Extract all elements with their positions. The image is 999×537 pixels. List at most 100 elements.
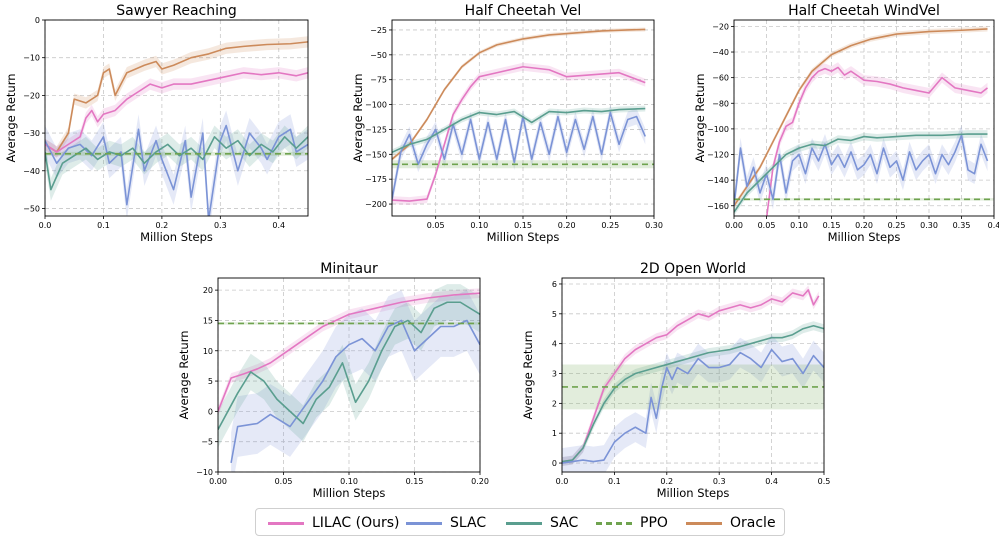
panel-half-cheetah-windvel: 0.00 0.05 0.10 0.15 0.20 0.25 0.30 0.35 0.4 −20 −4… [693,3,999,244]
series-line-oracle [45,41,308,153]
band-oracle [392,27,646,162]
legend-label-lilac: LILAC (Ours) [312,515,400,531]
y-tick-label: 15 [203,316,213,325]
x-tick-label: 0.30 [645,221,663,230]
y-tick-label: −5 [201,438,213,447]
axes-frame [44,19,309,217]
x-tick-label: 0.3 [214,221,227,230]
x-tick-label: 0.10 [790,221,808,230]
y-tick-label: −125 [365,125,387,134]
panel-sawyer-reaching: 0.0 0.1 0.2 0.3 0.4 0 −10 −20 −30 −40 −50 Sawyer Re… [4,3,309,244]
panel-minitaur: 0.00 0.05 0.10 0.15 0.20 20 15 10 5 0 −5 −10 Minitau… [177,261,489,500]
band-sac [45,125,308,201]
legend: LILAC (Ours) SLAC SAC PPO Oracle [255,508,785,536]
chart-title: 2D Open World [640,261,746,277]
y-tick-label: −50 [23,204,40,213]
x-tick-label: 0.5 [818,477,831,486]
series-line-sac [45,136,308,191]
band-slac [231,290,480,472]
x-tick-label: 0.00 [209,477,227,486]
x-tick-label: 0.0 [556,477,569,486]
legend-item-sac: SAC [506,513,578,533]
y-tick-label: 0 [552,459,557,468]
x-tick-label: 0.25 [601,221,619,230]
y-tick-label: −40 [23,167,40,176]
legend-item-ppo: PPO [596,513,668,533]
series-line-slac [562,348,824,464]
band-lilac-ours [45,67,308,158]
legend-label-slac: SLAC [450,515,487,531]
y-tick-label: −100 [365,101,387,110]
chart-title: Sawyer Reaching [116,3,237,19]
x-tick-label: 0.15 [406,477,424,486]
y-tick-label: 0 [208,407,213,416]
band-slac [734,125,988,216]
x-tick-label: 0.2 [660,477,673,486]
x-tick-label: 0.4 [272,221,285,230]
panel-2d-open-world: 0.0 0.1 0.2 0.3 0.4 0.5 6 5 4 3 2 1 0 2D Open World Mi… [521,261,830,500]
legend-swatch-ppo [596,521,632,525]
axes-frame [561,277,825,473]
y-tick-label: −25 [370,26,387,35]
x-tick-label: 0.4 [988,221,999,230]
x-tick-label: 0.4 [765,477,778,486]
series-line-slac [392,111,646,200]
y-tick-label: 4 [552,340,557,349]
x-tick-label: 0.35 [953,221,971,230]
y-tick-label: 2 [552,399,557,408]
band-sac [734,130,988,216]
x-tick-label: 0.10 [340,477,358,486]
plot-area [734,26,994,216]
y-tick-label: −20 [712,22,729,31]
series-line-oracle [392,28,646,160]
y-tick-label: 10 [203,347,213,356]
y-tick-label: −200 [365,200,387,209]
legend-swatch-oracle [686,521,722,525]
y-tick-label: −80 [712,99,729,108]
axes-frame [391,19,655,217]
y-tick-label: −50 [370,51,387,60]
x-tick-label: 0.05 [758,221,776,230]
y-tick-label: 3 [552,370,557,379]
plot-area [45,36,308,216]
legend-label-oracle: Oracle [730,515,776,531]
x-tick-label: 0.15 [514,221,532,230]
band-oracle [45,36,308,158]
legend-swatch-lilac [268,521,304,525]
x-tick-label: 0.00 [725,221,743,230]
series-line-lilac-ours [392,65,646,202]
legend-item-slac: SLAC [406,513,486,533]
y-axis-label: Average Return [351,73,365,162]
y-tick-label: −160 [707,202,729,211]
y-tick-label: −10 [196,468,213,477]
series-line-lilac-ours [766,66,988,216]
x-axis-label: Million Steps [487,230,560,244]
plot-area [392,27,654,208]
legend-label-ppo: PPO [640,515,668,531]
y-tick-label: 6 [552,280,557,289]
plot-area [218,284,480,472]
band-sac [218,284,480,448]
band-slac [45,110,308,216]
x-axis-label: Million Steps [828,230,901,244]
x-tick-label: 0.15 [823,221,841,230]
y-axis-label: Average Return [521,330,535,419]
y-axis-label: Average Return [4,73,18,162]
y-tick-label: −100 [707,125,729,134]
x-axis-label: Million Steps [140,230,213,244]
series-line-sac [734,133,988,213]
series-line-lilac-ours [562,289,820,463]
y-tick-label: −75 [370,76,387,85]
x-axis-label: Million Steps [657,486,730,500]
x-tick-label: 0.05 [427,221,445,230]
band-slac [562,334,824,472]
plot-area [562,285,824,472]
y-tick-label: −140 [707,176,729,185]
y-tick-label: −120 [707,151,729,160]
y-axis-label: Average Return [177,330,191,419]
x-tick-label: 0.20 [471,477,489,486]
x-tick-label: 0.3 [713,477,726,486]
x-tick-label: 0.1 [608,477,621,486]
y-tick-label: −30 [23,129,40,138]
legend-swatch-sac [506,521,542,525]
